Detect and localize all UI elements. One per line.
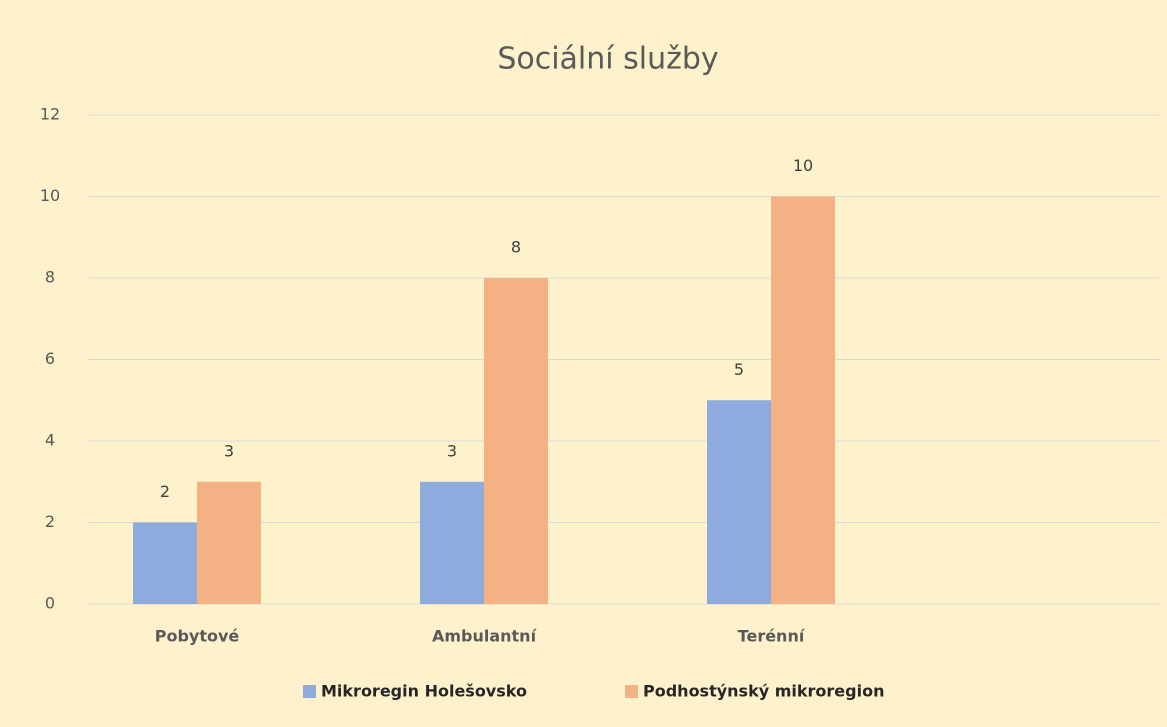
legend-swatch bbox=[625, 685, 638, 698]
x-tick-label: Ambulantní bbox=[432, 627, 538, 646]
bar bbox=[197, 481, 261, 604]
y-tick-label: 4 bbox=[45, 431, 55, 450]
y-tick-label: 8 bbox=[45, 268, 55, 287]
y-tick-label: 2 bbox=[45, 512, 55, 531]
y-tick-label: 0 bbox=[45, 594, 55, 613]
bar bbox=[484, 278, 548, 604]
bar bbox=[707, 400, 771, 604]
data-label: 5 bbox=[734, 360, 744, 379]
legend-label: Podhostýnský mikroregion bbox=[643, 682, 884, 701]
chart-title: Sociální služby bbox=[497, 42, 718, 77]
y-tick-label: 10 bbox=[40, 186, 60, 205]
data-label: 3 bbox=[447, 441, 457, 460]
data-label: 3 bbox=[224, 441, 234, 460]
data-label: 2 bbox=[160, 482, 170, 501]
y-tick-label: 12 bbox=[40, 105, 60, 124]
x-tick-label: Pobytové bbox=[155, 627, 240, 646]
data-label: 8 bbox=[511, 238, 521, 257]
legend-swatch bbox=[303, 685, 316, 698]
legend-label: Mikroregin Holešovsko bbox=[321, 682, 527, 701]
bar bbox=[420, 481, 484, 604]
bar bbox=[771, 196, 835, 604]
y-tick-label: 6 bbox=[45, 349, 55, 368]
x-tick-label: Terénní bbox=[738, 627, 806, 646]
data-label: 10 bbox=[793, 156, 813, 175]
bar bbox=[133, 522, 197, 604]
